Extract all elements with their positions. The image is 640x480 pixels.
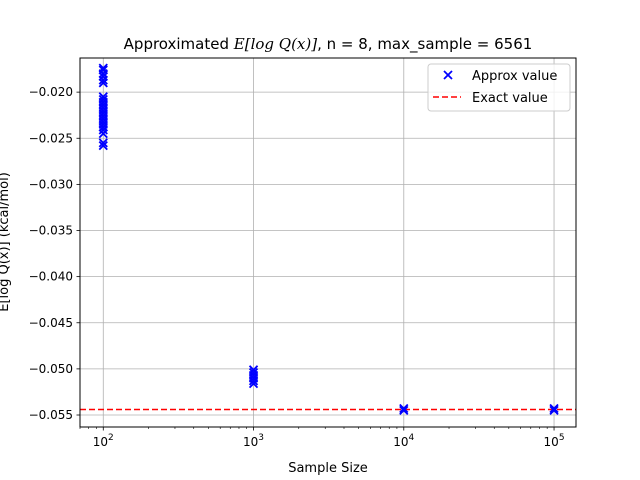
approx-point xyxy=(98,138,108,148)
x-tick-exponent: 4 xyxy=(409,433,415,443)
approx-point xyxy=(98,78,108,88)
y-axis-label: E[log Q(x)] (kcal/mol) xyxy=(0,172,12,312)
legend-entry-exact: Exact value xyxy=(472,91,548,106)
y-tick-label: −0.055 xyxy=(29,408,73,422)
approx-point xyxy=(248,376,259,386)
approx-point xyxy=(549,403,559,414)
legend-box xyxy=(427,63,571,112)
y-tick-label: −0.045 xyxy=(29,316,73,330)
x-axis-label: Sample Size xyxy=(288,461,368,476)
plot-frame xyxy=(79,57,577,428)
approx-point xyxy=(98,129,108,139)
approx-point xyxy=(98,75,108,85)
y-tick-label: −0.035 xyxy=(29,224,73,238)
approx-value-points xyxy=(98,63,559,416)
x-tick-exponent: 2 xyxy=(108,433,114,443)
grid-lines xyxy=(80,58,576,427)
chart-title-prefix: Approximated xyxy=(124,35,234,53)
plot-area xyxy=(80,58,576,427)
y-tick-label: −0.040 xyxy=(29,270,73,284)
y-tick-label: −0.050 xyxy=(29,362,73,376)
x-tick-base: 10 xyxy=(544,435,559,449)
approx-point xyxy=(98,141,108,151)
x-tick-base: 10 xyxy=(93,435,108,449)
legend: Approx value Exact value xyxy=(427,63,571,112)
x-tick-label: 102 xyxy=(93,433,114,449)
chart-title: Approximated E[log Q(x)], n = 8, max_sam… xyxy=(124,35,533,54)
x-tick-exponent: 5 xyxy=(559,433,565,443)
approx-point xyxy=(549,405,559,416)
approx-point xyxy=(98,125,108,135)
x-tick-label: 104 xyxy=(393,433,414,449)
x-tick-exponent: 3 xyxy=(258,433,264,443)
x-tick-base: 10 xyxy=(243,435,258,449)
x-tick-base: 10 xyxy=(393,435,408,449)
x-tick-label: 103 xyxy=(243,433,264,449)
y-tick-label: −0.030 xyxy=(29,177,73,191)
approx-point xyxy=(248,379,259,389)
legend-x-marker-icon xyxy=(443,70,453,80)
y-axis-ticks: −0.020 −0.025 −0.030 −0.035 −0.040 −0.045 −0.0… xyxy=(29,85,80,422)
approx-point xyxy=(399,405,409,416)
chart-title-suffix: , n = 8, max_sample = 6561 xyxy=(317,35,532,54)
y-tick-label: −0.025 xyxy=(29,131,73,145)
y-tick-label: −0.020 xyxy=(29,85,73,99)
x-axis-ticks: 102 103 104 105 xyxy=(79,427,565,449)
chart-title-math: E[log Q(x)] xyxy=(233,35,317,53)
legend-entry-approx: Approx value xyxy=(472,69,557,84)
x-tick-label: 105 xyxy=(544,433,565,449)
approx-point xyxy=(399,403,409,414)
